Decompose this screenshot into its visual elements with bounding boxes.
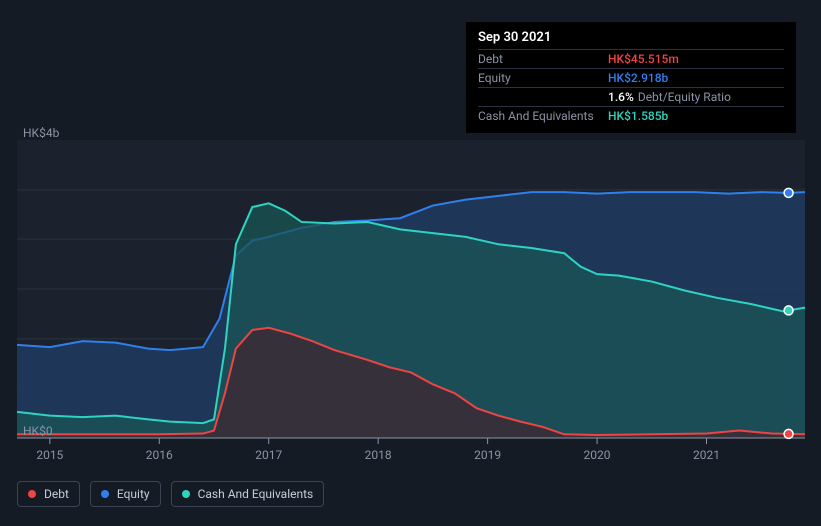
tooltip-row: Cash And EquivalentsHK$1.585b <box>478 106 784 125</box>
legend-label: Cash And Equivalents <box>198 487 314 501</box>
tooltip-row-label: Cash And Equivalents <box>478 109 608 123</box>
tooltip-row-label <box>478 90 608 104</box>
legend-item-equity[interactable]: Equity <box>90 481 161 507</box>
y-axis-label: HK$4b <box>23 126 59 140</box>
x-axis-label: 2020 <box>577 448 617 462</box>
tooltip-row-suffix: Debt/Equity Ratio <box>638 90 731 104</box>
x-axis-label: 2021 <box>687 448 727 462</box>
legend-dot-icon <box>28 490 36 498</box>
x-axis-label: 2017 <box>249 448 289 462</box>
tooltip-row-value: 1.6% <box>608 90 634 104</box>
tooltip-row-value: HK$2.918b <box>608 71 668 85</box>
x-axis-label: 2019 <box>468 448 508 462</box>
legend-label: Debt <box>44 487 69 501</box>
tooltip-rows: DebtHK$45.515mEquityHK$2.918b1.6%Debt/Eq… <box>478 49 784 125</box>
tooltip-date: Sep 30 2021 <box>478 30 784 49</box>
tooltip-row-label: Equity <box>478 71 608 85</box>
chart-tooltip: Sep 30 2021 DebtHK$45.515mEquityHK$2.918… <box>466 22 796 133</box>
tooltip-row: 1.6% Debt/Equity Ratio <box>478 87 784 106</box>
tooltip-row: DebtHK$45.515m <box>478 49 784 68</box>
legend-item-debt[interactable]: Debt <box>17 481 80 507</box>
tooltip-row-value: HK$45.515m <box>608 52 679 66</box>
y-axis-label: HK$0 <box>23 424 53 438</box>
debt-equity-chart: Sep 30 2021 DebtHK$45.515mEquityHK$2.918… <box>0 0 821 526</box>
legend-dot-icon <box>182 490 190 498</box>
legend-item-cash-and-equivalents[interactable]: Cash And Equivalents <box>171 481 325 507</box>
chart-legend: Debt Equity Cash And Equivalents <box>17 481 324 507</box>
legend-label: Equity <box>117 487 150 501</box>
x-axis-label: 2015 <box>30 448 70 462</box>
tooltip-row: EquityHK$2.918b <box>478 68 784 87</box>
tooltip-row-value: HK$1.585b <box>608 109 668 123</box>
x-axis-label: 2016 <box>139 448 179 462</box>
x-axis-label: 2018 <box>358 448 398 462</box>
legend-dot-icon <box>101 490 109 498</box>
tooltip-row-label: Debt <box>478 52 608 66</box>
